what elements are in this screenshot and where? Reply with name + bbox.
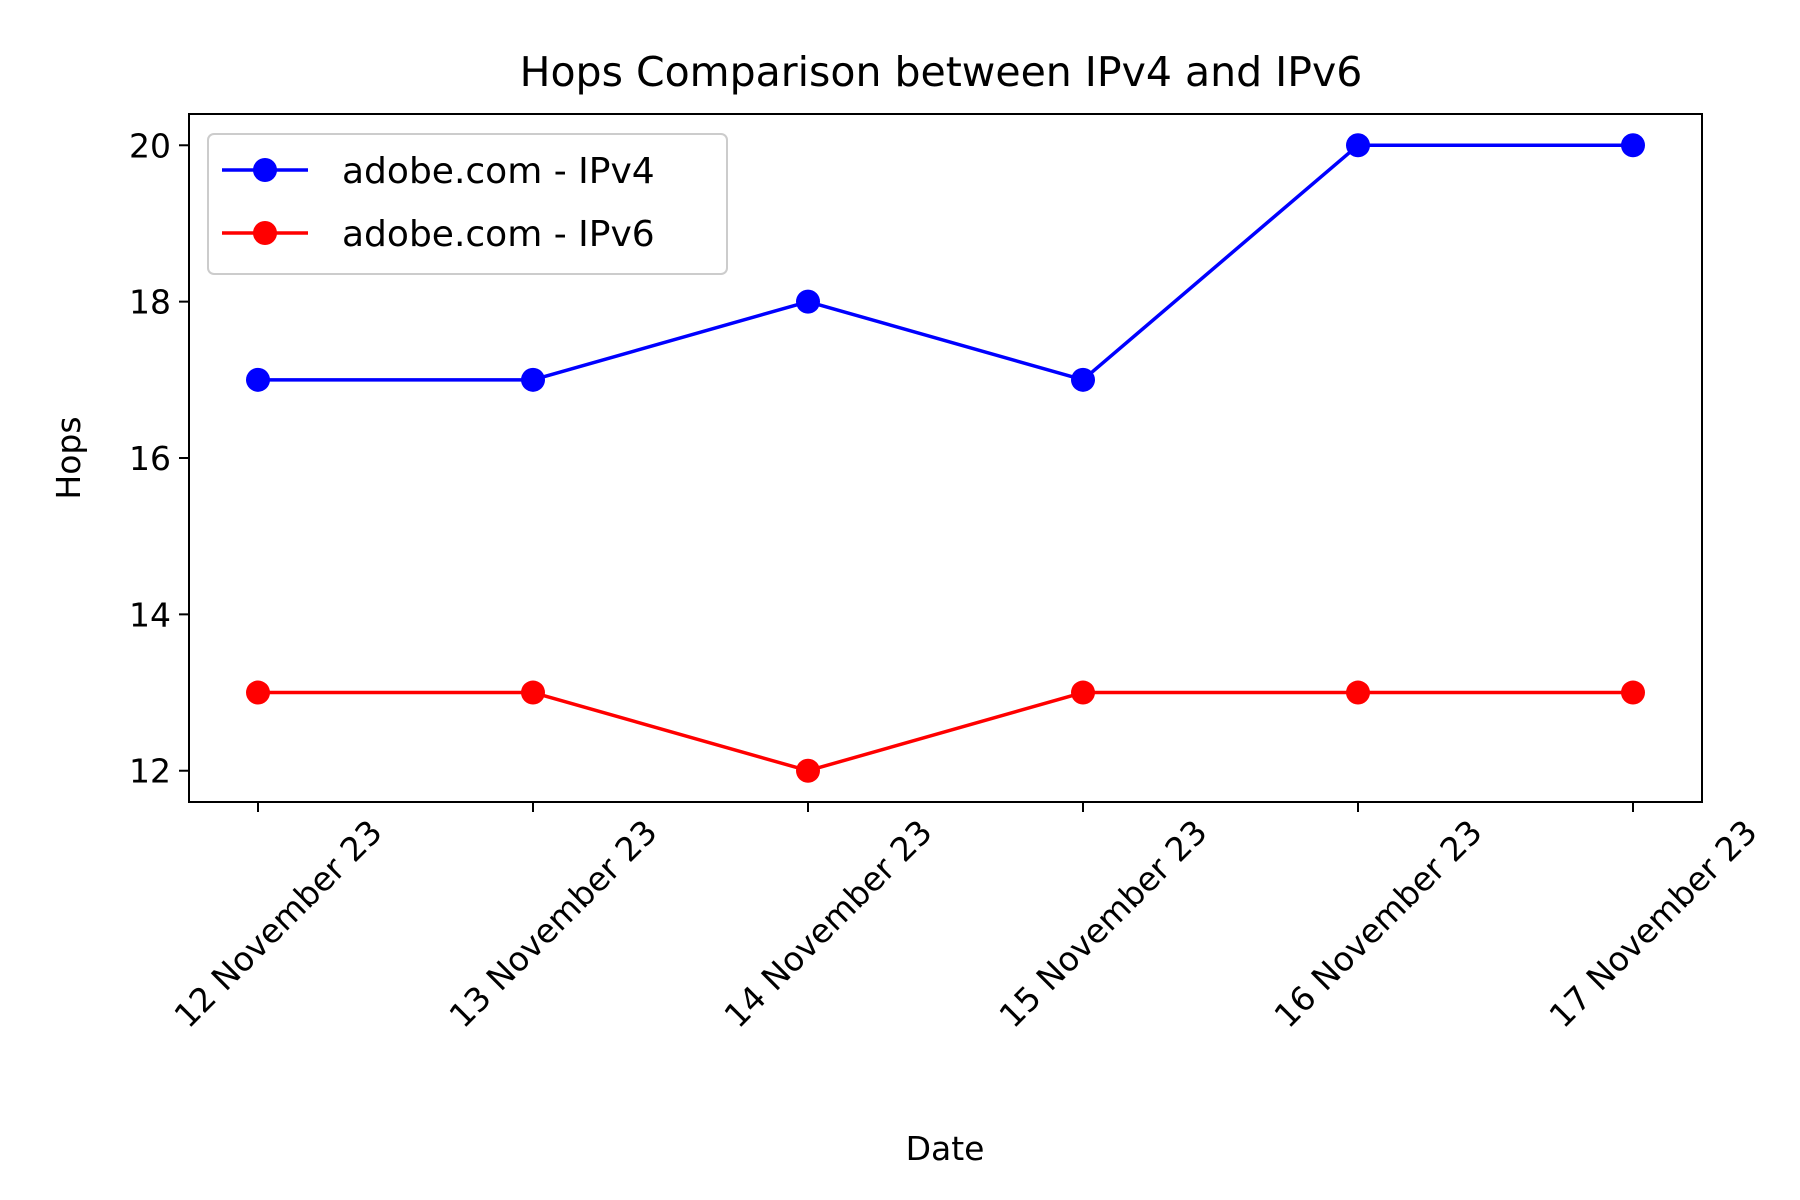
series-2 [246,680,1645,783]
y-tick-label: 16 [129,439,171,478]
x-axis: 12 November 23 13 November 23 14 November … [166,802,1765,1035]
data-point [796,758,820,783]
x-tick-label: 17 November 23 [1541,812,1764,1035]
data-point [796,289,820,314]
legend-item: adobe.com - IPv6 [222,214,655,255]
data-point [521,367,545,392]
legend-box [207,133,728,275]
series-1 [246,133,1645,392]
x-tick-label: 16 November 23 [1266,812,1489,1035]
series-line [258,143,1633,382]
data-point [1071,367,1095,392]
data-point [1346,133,1370,158]
legend-label: adobe.com - IPv6 [342,214,655,255]
y-tick-label: 14 [129,595,171,634]
x-tick-label: 15 November 23 [991,812,1214,1035]
y-axis-label: Hops [49,416,88,499]
y-tick-label: 12 [129,752,171,791]
series-line [258,690,1633,773]
data-point [1621,133,1645,158]
y-tick-label: 20 [129,126,171,165]
x-tick-label: 13 November 23 [441,812,664,1035]
legend-label: adobe.com - IPv4 [342,151,655,192]
chart-title: Hops Comparison between IPv4 and IPv6 [520,48,1363,96]
x-tick-label: 14 November 23 [716,812,939,1035]
y-tick-label: 18 [129,283,171,322]
data-point [1346,680,1370,705]
legend-marker-swatch [253,221,277,245]
x-axis-label: Date [906,1129,985,1168]
y-axis: 12 14 16 18 20 [129,126,189,791]
legend-item: adobe.com - IPv4 [222,151,655,192]
legend-marker-swatch [253,158,277,182]
legend: adobe.com - IPv4 adobe.com - IPv6 [207,133,728,275]
data-point [246,680,270,705]
legend-items: adobe.com - IPv4 adobe.com - IPv6 [222,151,655,255]
x-tick-label: 12 November 23 [166,812,389,1035]
data-point [246,367,270,392]
series-layer [246,133,1645,783]
data-point [1071,680,1095,705]
data-point [521,680,545,705]
data-point [1621,680,1645,705]
